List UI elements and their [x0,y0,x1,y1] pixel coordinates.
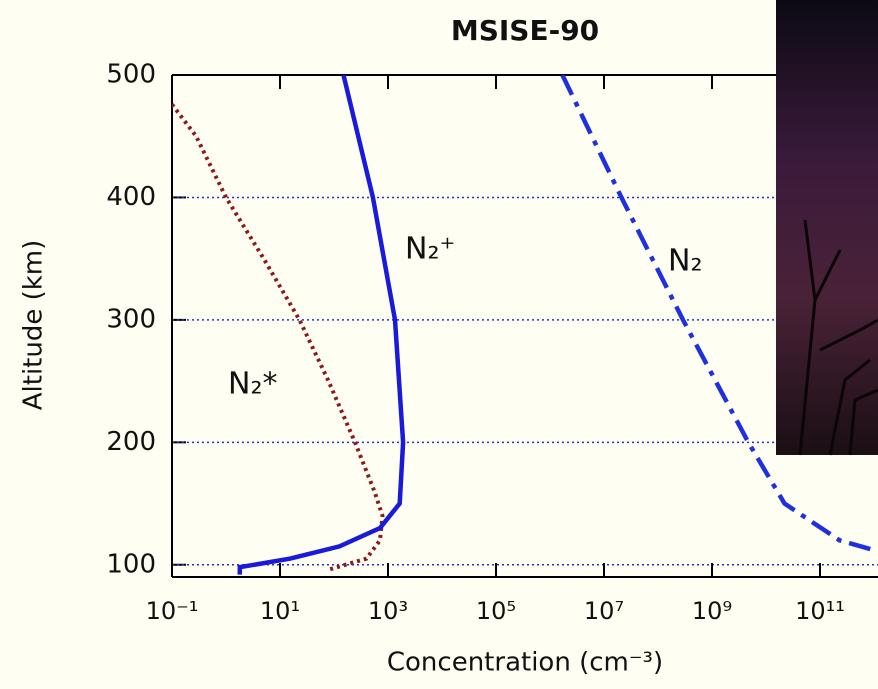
y-tick-label: 200 [106,427,156,457]
y-tick-label: 100 [106,549,156,579]
y-axis-label: Altitude (km) [19,240,49,411]
y-tick-label: 300 [106,304,156,334]
photo-inset [776,0,878,455]
x-tick-label: 10⁻¹ [146,597,199,625]
x-tick-label: 10³ [368,597,408,625]
x-tick-label: 10⁹ [692,597,732,625]
annotation: N₂* [228,367,277,402]
y-tick-label: 400 [106,182,156,212]
x-tick-label: 10⁵ [476,597,516,625]
annotation: N₂ [668,244,702,279]
x-axis-label: Concentration (cm⁻³) [387,648,663,678]
x-tick-label: 10¹¹ [795,597,845,625]
series-line [172,103,385,572]
series-line [560,75,875,553]
plot-area: 100 200 300 400 500 10⁻¹ 10¹ 10³ 10⁵ 10⁷ 10⁹ 10¹¹ [106,60,878,625]
tree-silhouette [798,219,878,456]
y-tick-label: 500 [106,60,156,90]
chart-title: MSISE-90 [451,14,599,47]
x-tick-label: 10⁷ [584,597,624,625]
x-tick-label: 10¹ [260,597,300,625]
annotation: N₂⁺ [405,232,455,267]
series-line [237,75,406,575]
